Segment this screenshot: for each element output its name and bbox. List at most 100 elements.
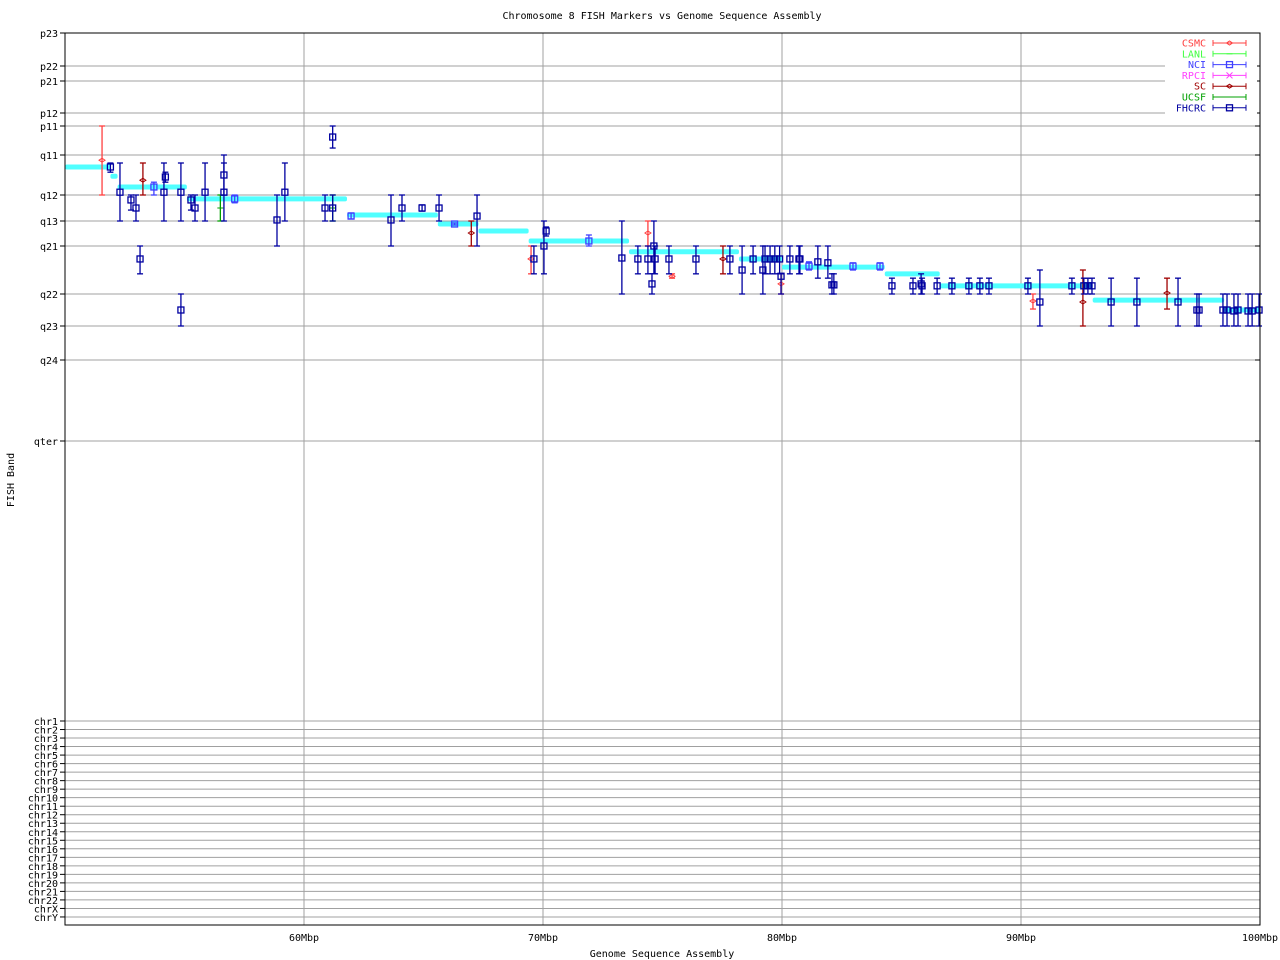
square-marker [965, 282, 973, 290]
data-point-fhcrc [665, 245, 673, 275]
square-marker [618, 254, 626, 262]
data-point-fhcrc [201, 162, 209, 222]
data-point-fhcrc [387, 194, 395, 247]
square-marker [648, 280, 656, 288]
data-point-fhcrc [281, 162, 289, 222]
chromosome-label: chr22 [28, 896, 58, 907]
diamond-marker [719, 256, 727, 262]
chromosome-label: chr13 [28, 819, 58, 830]
chromosome-label: chrX [34, 904, 58, 915]
square-marker [387, 216, 395, 224]
square-marker [1225, 104, 1234, 112]
chromosome-label: chr7 [34, 768, 58, 779]
data-point-fhcrc [965, 277, 973, 295]
square-marker [231, 195, 239, 203]
square-marker [585, 237, 593, 245]
square-marker [150, 183, 158, 191]
data-point-fhcrc [814, 245, 822, 279]
square-marker [220, 171, 228, 179]
square-marker [281, 188, 289, 196]
data-point-csmc [644, 220, 652, 247]
assembly-segment [782, 264, 885, 270]
square-marker [634, 255, 642, 263]
square-marker [1255, 306, 1263, 314]
data-point-fhcrc [948, 277, 956, 295]
x-tick-label: 60Mbp [289, 933, 319, 944]
y-band-label: q21 [40, 242, 58, 253]
x-tick-label: 100Mbp [1242, 933, 1278, 944]
assembly-segments [65, 164, 1260, 313]
x-tick-label: 70Mbp [528, 933, 558, 944]
assembly-segment [884, 271, 940, 277]
legend-label: LANL [1182, 49, 1206, 60]
chromosome-label: chr14 [28, 828, 58, 839]
square-marker [1068, 282, 1076, 290]
data-point-fhcrc [771, 245, 779, 275]
square-marker [1248, 307, 1256, 315]
y-band-label: p11 [40, 122, 58, 133]
data-point-sc [139, 162, 147, 196]
diamond-marker [1029, 298, 1037, 304]
square-marker [136, 255, 144, 263]
square-marker [201, 188, 209, 196]
square-marker [1036, 298, 1044, 306]
square-marker [1133, 298, 1141, 306]
data-point-csmc [668, 273, 676, 279]
square-marker [805, 262, 813, 270]
data-point-fhcrc [191, 194, 199, 222]
data-point-fhcrc [1024, 277, 1032, 295]
assembly-segment [1092, 297, 1225, 303]
square-marker [530, 255, 538, 263]
data-point-fhcrc [1234, 293, 1242, 327]
data-point-fhcrc [273, 194, 281, 247]
square-marker [540, 242, 548, 250]
data-point-sc [1163, 277, 1171, 310]
square-marker [726, 255, 734, 263]
diamond-marker [1163, 290, 1171, 296]
data-point-nci [231, 194, 239, 204]
square-marker [665, 255, 673, 263]
data-point-fhcrc [187, 194, 195, 211]
data-point-nci [876, 262, 884, 271]
square-marker [824, 259, 832, 267]
data-point-nci [450, 220, 459, 228]
data-point-fhcrc [761, 245, 769, 275]
y-band-label: q24 [40, 356, 58, 367]
data-point-nci [805, 261, 813, 271]
assembly-segment [110, 173, 118, 179]
square-marker [651, 255, 659, 263]
assembly-segment [939, 283, 1093, 289]
square-marker [1230, 307, 1238, 315]
chromosome-label: chr10 [28, 794, 58, 805]
square-marker [1219, 306, 1227, 314]
data-point-fhcrc [220, 162, 228, 196]
square-marker [542, 227, 550, 235]
data-point-fhcrc [161, 171, 170, 183]
square-marker [1225, 60, 1234, 69]
data-point-fhcrc [726, 245, 734, 275]
x-tick-label: 90Mbp [1006, 933, 1036, 944]
legend-label: FHCRC [1176, 103, 1206, 114]
square-marker [1223, 306, 1231, 314]
data-point-sc [467, 220, 476, 247]
data-point-fhcrc [329, 125, 337, 149]
data-point-fhcrc [692, 245, 700, 275]
data-point-csmc [1029, 293, 1037, 310]
square-marker [1195, 306, 1203, 314]
square-marker [418, 204, 426, 212]
square-marker [917, 280, 925, 288]
data-point-fhcrc [824, 245, 832, 279]
data-point-fhcrc [738, 245, 746, 295]
square-marker [985, 282, 993, 290]
y-band-label: q13 [40, 217, 58, 228]
diamond-marker [1225, 83, 1234, 89]
square-marker [849, 262, 857, 270]
y-band-label: q22 [40, 290, 58, 301]
chromosome-label: chr5 [34, 751, 58, 762]
y-band-label: p23 [40, 29, 58, 40]
square-marker [132, 204, 140, 212]
square-marker [644, 255, 652, 263]
data-point-csmc [98, 125, 106, 196]
square-marker [473, 212, 481, 220]
data-point-fhcrc [749, 245, 757, 275]
